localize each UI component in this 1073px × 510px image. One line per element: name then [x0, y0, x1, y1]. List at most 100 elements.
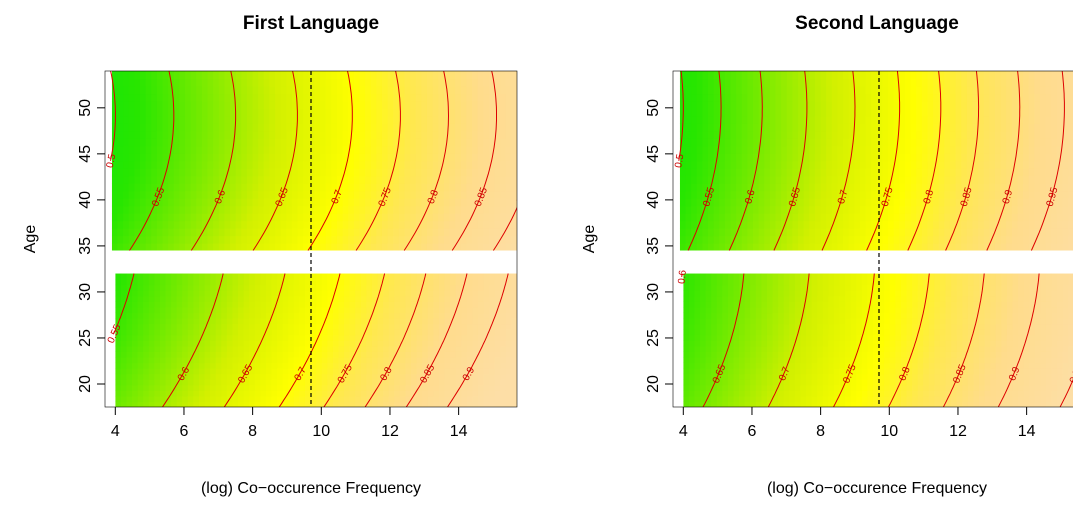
heat-cell	[772, 290, 779, 297]
heat-cell	[443, 145, 451, 154]
heat-cell	[185, 145, 192, 154]
heat-cell	[359, 190, 366, 199]
heat-cell	[772, 395, 779, 403]
heat-cell	[115, 390, 122, 397]
heat-cell	[466, 228, 473, 237]
heat-cell	[381, 145, 389, 154]
heat-cell	[252, 213, 259, 222]
heat-cell	[923, 301, 930, 308]
heat-cell	[410, 243, 417, 252]
heat-cell	[331, 78, 338, 87]
heat-cell	[280, 243, 287, 252]
heat-cell	[744, 306, 751, 314]
heat-cell	[190, 138, 197, 147]
heat-cell	[210, 345, 217, 352]
heat-cell	[230, 213, 237, 222]
heat-cell	[511, 384, 517, 391]
heat-cell	[314, 78, 321, 87]
heat-cell	[238, 279, 245, 286]
heat-cell	[190, 213, 197, 222]
heat-cell	[365, 71, 372, 80]
heat-cell	[722, 329, 729, 336]
heat-cell	[137, 290, 144, 297]
heat-cell	[727, 323, 735, 330]
heat-cell	[432, 243, 439, 252]
heat-cell	[137, 390, 144, 397]
heat-cell	[151, 78, 158, 87]
heat-cell	[173, 175, 180, 184]
heat-cell	[683, 379, 690, 386]
heat-cell	[511, 115, 517, 124]
heat-cell	[128, 115, 135, 124]
heat-cell	[772, 306, 779, 314]
heat-cell	[366, 340, 373, 347]
heat-cell	[839, 373, 846, 380]
heat-cell	[371, 340, 379, 347]
heat-cell	[338, 401, 345, 407]
heat-cell	[817, 323, 824, 330]
heat-cell	[371, 345, 379, 352]
heat-cell	[861, 290, 869, 297]
heat-cell	[235, 71, 242, 80]
heat-cell	[263, 220, 271, 229]
heat-cell	[179, 78, 186, 87]
heat-cell	[427, 345, 434, 352]
heat-cell	[269, 138, 276, 147]
heat-cell	[277, 384, 284, 391]
heat-cell	[331, 108, 338, 117]
heat-cell	[143, 379, 150, 386]
heat-cell	[711, 395, 718, 403]
heat-cell	[744, 373, 751, 380]
heat-cell	[238, 273, 245, 280]
heat-cell	[162, 138, 169, 147]
heat-cell	[215, 312, 222, 319]
heat-cell	[349, 329, 356, 336]
heat-cell	[694, 279, 701, 286]
heat-cell	[321, 334, 328, 341]
heat-cell	[327, 295, 334, 302]
heat-cell	[349, 368, 356, 375]
heat-cell	[460, 115, 467, 124]
heat-cell	[483, 373, 490, 380]
heat-cell	[460, 243, 467, 252]
heat-cell	[349, 312, 356, 319]
heat-cell	[316, 306, 323, 314]
heat-cell	[511, 273, 517, 280]
heat-cell	[1012, 323, 1019, 330]
heat-cell	[889, 312, 896, 319]
heat-cell	[917, 340, 924, 347]
heat-cell	[120, 312, 128, 319]
heat-cell	[128, 130, 135, 139]
heat-cell	[1018, 384, 1025, 391]
heat-cell	[426, 108, 434, 117]
heat-cell	[371, 318, 379, 325]
heat-cell	[398, 168, 406, 177]
heat-cell	[398, 235, 406, 244]
heat-cell	[449, 138, 456, 147]
heat-cell	[399, 306, 407, 314]
heat-cell	[1001, 345, 1008, 352]
heat-cell	[376, 138, 383, 147]
heat-cell	[336, 190, 344, 199]
heat-cell	[252, 100, 259, 109]
heat-cell	[443, 123, 451, 132]
heat-cell	[438, 108, 445, 117]
heat-cell	[449, 115, 456, 124]
heat-cell	[159, 395, 167, 403]
heat-cell	[727, 290, 735, 297]
heat-cell	[817, 340, 824, 347]
heat-cell	[308, 130, 316, 139]
heat-cell	[145, 85, 152, 95]
heat-cell	[359, 138, 366, 147]
heat-cell	[277, 356, 284, 364]
heat-cell	[415, 190, 422, 199]
heat-cell	[962, 273, 969, 280]
heat-cell	[694, 395, 701, 403]
heat-cell	[213, 115, 220, 124]
heat-cell	[232, 379, 239, 386]
heat-cell	[187, 334, 195, 341]
heat-cell	[884, 401, 891, 407]
heat-cell	[241, 198, 248, 207]
heat-cell	[303, 108, 310, 117]
heat-cell	[224, 130, 231, 139]
